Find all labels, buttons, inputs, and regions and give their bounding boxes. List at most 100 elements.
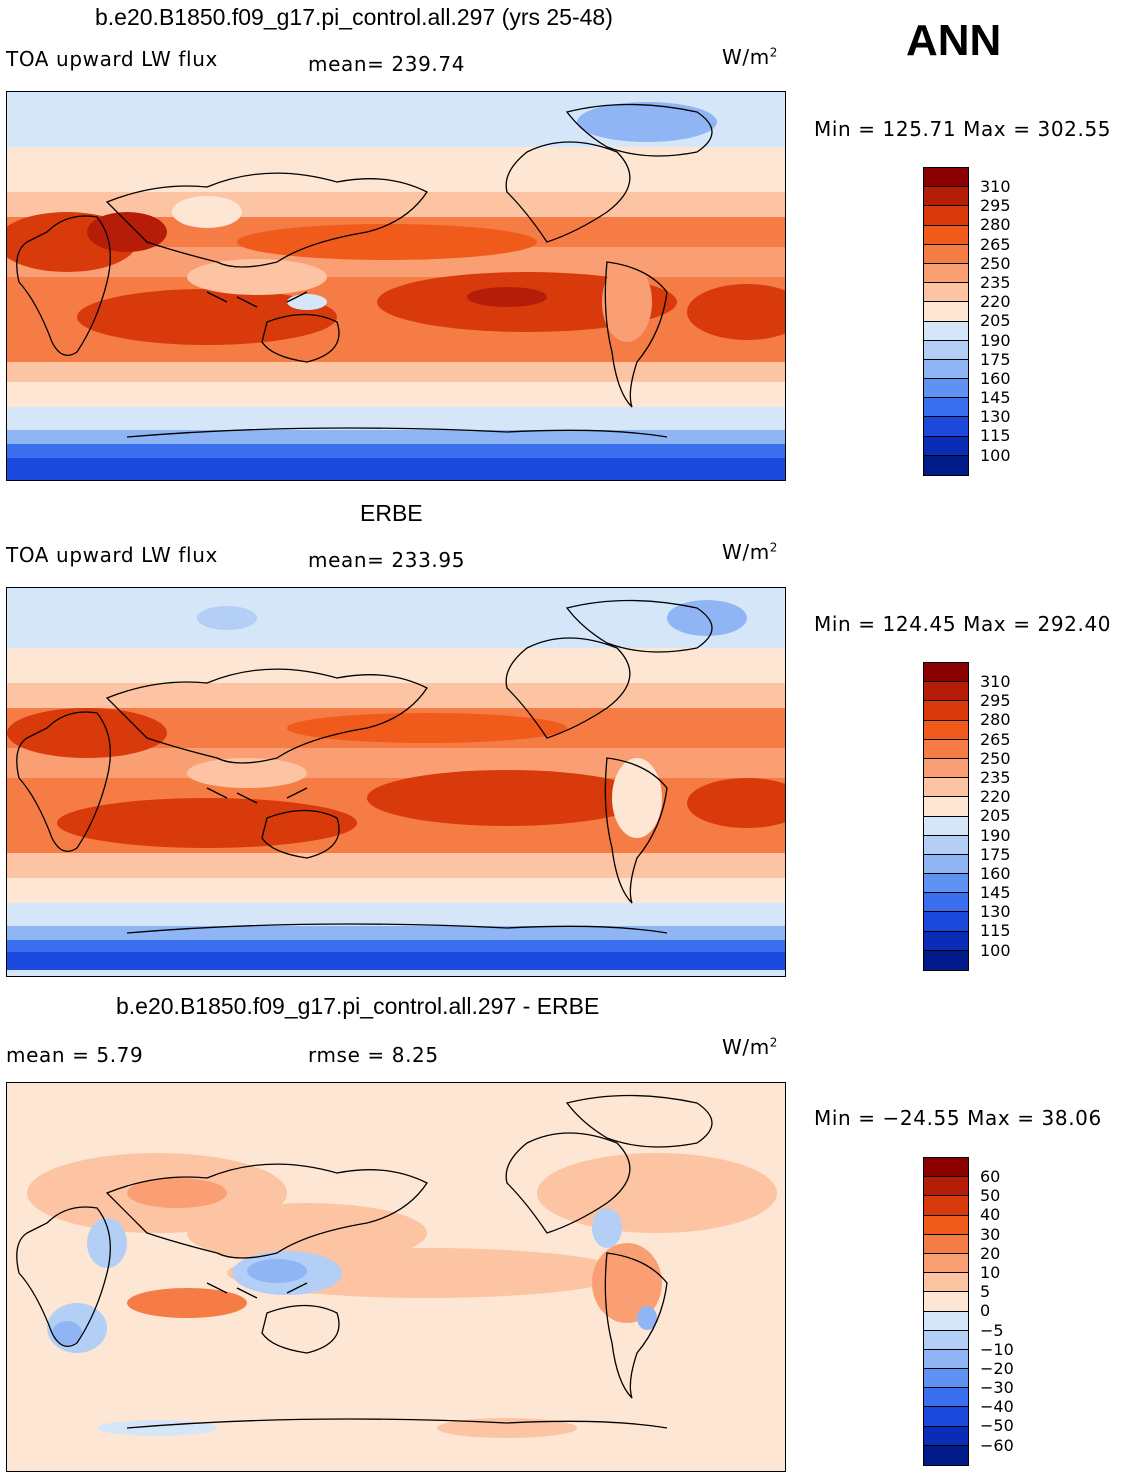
colorbar-swatch xyxy=(924,1311,968,1331)
panel1-mean: mean= 239.74 xyxy=(308,52,466,76)
colorbar-tick-label: 175 xyxy=(980,844,1011,864)
colorbar-swatch xyxy=(924,758,968,779)
colorbar-tick-label: 130 xyxy=(980,902,1011,922)
colorbar-tick-label: −5 xyxy=(980,1320,1004,1340)
colorbar-swatch xyxy=(924,1407,968,1427)
colorbar-swatch xyxy=(924,302,968,322)
panel3-rmse: rmse = 8.25 xyxy=(308,1043,439,1067)
panel1-colorbar xyxy=(923,167,969,476)
colorbar-swatch xyxy=(924,912,968,932)
panel3-map xyxy=(6,1082,786,1472)
colorbar-tick-label: 220 xyxy=(980,292,1011,312)
panel3-colorbar-labels: 60 50 40 30 20 10 5 0 −5 −10 −20 −30 −40 −50 −60 xyxy=(980,1167,1014,1455)
colorbar-swatch xyxy=(924,682,968,702)
colorbar-swatch xyxy=(924,1196,968,1216)
colorbar-tick-label: 250 xyxy=(980,253,1011,273)
colorbar-tick-label: 115 xyxy=(980,921,1011,941)
colorbar-tick-label: −40 xyxy=(980,1397,1014,1417)
panel1-minmax: Min = 125.71 Max = 302.55 xyxy=(814,117,1112,141)
colorbar-tick-label: 190 xyxy=(980,825,1011,845)
colorbar-tick-label: −60 xyxy=(980,1435,1014,1455)
colorbar-swatch xyxy=(924,283,968,303)
colorbar-tick-label: −10 xyxy=(980,1339,1014,1359)
colorbar-tick-label: 60 xyxy=(980,1167,1001,1186)
colorbar-swatch xyxy=(924,931,968,951)
colorbar-tick-label: 265 xyxy=(980,234,1011,254)
colorbar-tick-label: 190 xyxy=(980,330,1011,350)
colorbar-tick-label: 205 xyxy=(980,806,1011,826)
panel2-title: ERBE xyxy=(360,500,423,526)
colorbar-tick-label: 280 xyxy=(980,710,1011,730)
colorbar-swatch xyxy=(924,417,968,437)
panel1-variable-label: TOA upward LW flux xyxy=(6,47,218,71)
colorbar-swatch xyxy=(924,1349,968,1370)
colorbar-swatch xyxy=(924,1388,968,1408)
colorbar-swatch xyxy=(924,1177,968,1197)
panel2-map xyxy=(6,587,786,977)
panel1-map xyxy=(6,91,786,481)
colorbar-swatch xyxy=(924,398,968,418)
colorbar-swatch xyxy=(924,893,968,913)
colorbar-tick-label: 115 xyxy=(980,426,1011,446)
colorbar-swatch xyxy=(924,436,968,456)
panel3-contour-field xyxy=(7,1083,785,1471)
panel2-mean: mean= 233.95 xyxy=(308,548,466,572)
colorbar-tick-label: 145 xyxy=(980,388,1011,408)
colorbar-swatch xyxy=(924,225,968,245)
colorbar-swatch xyxy=(924,1292,968,1312)
colorbar-tick-label: 235 xyxy=(980,272,1011,292)
panel3-colorbar xyxy=(923,1157,969,1466)
panel1-units: W/m2 xyxy=(722,45,779,69)
colorbar-swatch xyxy=(924,1273,968,1293)
colorbar-tick-label: 20 xyxy=(980,1243,1001,1263)
panel2-colorbar xyxy=(923,662,969,971)
colorbar-tick-label: 175 xyxy=(980,349,1011,369)
colorbar-tick-label: 310 xyxy=(980,177,1011,196)
panel3-minmax: Min = −24.55 Max = 38.06 xyxy=(814,1106,1102,1130)
colorbar-tick-label: 30 xyxy=(980,1224,1001,1244)
colorbar-swatch xyxy=(924,1445,968,1465)
colorbar-tick-label: 250 xyxy=(980,748,1011,768)
colorbar-tick-label: 220 xyxy=(980,787,1011,807)
colorbar-swatch xyxy=(924,187,968,207)
colorbar-tick-label: 160 xyxy=(980,863,1011,883)
colorbar-swatch xyxy=(924,455,968,475)
colorbar-tick-label: 100 xyxy=(980,940,1011,960)
colorbar-swatch xyxy=(924,321,968,341)
colorbar-swatch xyxy=(924,244,968,264)
colorbar-swatch xyxy=(924,1369,968,1389)
colorbar-swatch xyxy=(924,663,968,683)
season-label: ANN xyxy=(906,16,1002,65)
colorbar-tick-label: 145 xyxy=(980,883,1011,903)
colorbar-tick-label: 5 xyxy=(980,1282,991,1302)
colorbar-swatch xyxy=(924,1330,968,1350)
colorbar-tick-label: 310 xyxy=(980,672,1011,691)
colorbar-swatch xyxy=(924,168,968,188)
colorbar-swatch xyxy=(924,950,968,970)
colorbar-tick-label: 160 xyxy=(980,368,1011,388)
colorbar-swatch xyxy=(924,1158,968,1178)
colorbar-tick-label: 205 xyxy=(980,311,1011,331)
panel3-title: b.e20.B1850.f09_g17.pi_control.all.297 -… xyxy=(116,993,600,1019)
colorbar-tick-label: 235 xyxy=(980,767,1011,787)
panel2-units: W/m2 xyxy=(722,540,779,564)
colorbar-swatch xyxy=(924,874,968,894)
colorbar-swatch xyxy=(924,720,968,740)
colorbar-swatch xyxy=(924,340,968,360)
colorbar-tick-label: 0 xyxy=(980,1301,991,1321)
colorbar-tick-label: 280 xyxy=(980,215,1011,235)
colorbar-tick-label: 295 xyxy=(980,691,1011,711)
colorbar-tick-label: 265 xyxy=(980,729,1011,749)
colorbar-swatch xyxy=(924,379,968,399)
colorbar-swatch xyxy=(924,206,968,226)
colorbar-swatch xyxy=(924,1234,968,1254)
colorbar-swatch xyxy=(924,359,968,380)
colorbar-swatch xyxy=(924,835,968,855)
colorbar-tick-label: 130 xyxy=(980,407,1011,427)
colorbar-swatch xyxy=(924,1426,968,1446)
panel2-minmax: Min = 124.45 Max = 292.40 xyxy=(814,612,1112,636)
panel2-colorbar-labels: 310 295 280 265 250 235 220 205 190 175 160 145 130 1… xyxy=(980,672,1011,960)
panel2-contour-field xyxy=(7,588,785,976)
colorbar-swatch xyxy=(924,263,968,284)
colorbar-swatch xyxy=(924,816,968,836)
